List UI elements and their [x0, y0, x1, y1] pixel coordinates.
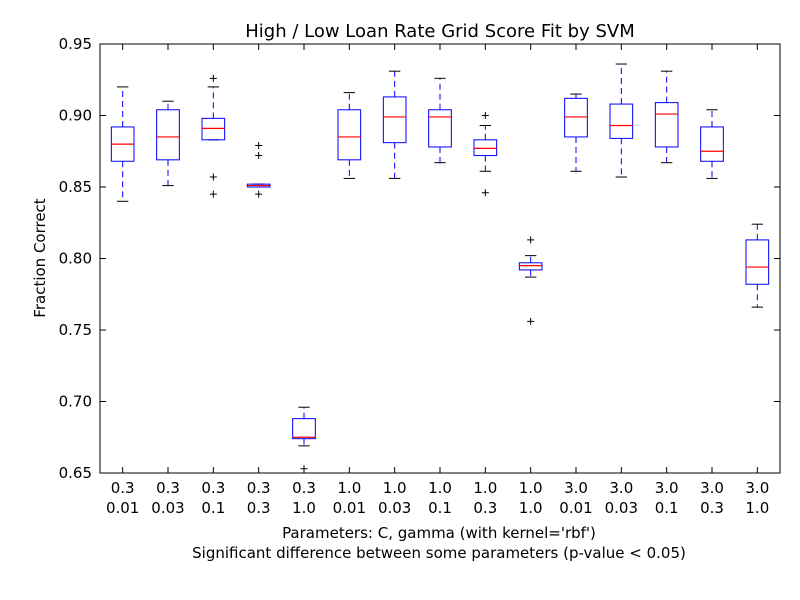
- box-iqr: [654, 102, 679, 148]
- plot-area: 0.650.700.750.800.850.900.950.30.010.30.…: [59, 35, 780, 517]
- box-group: 3.0 0.01: [559, 44, 593, 517]
- x-tick-label-c: 3.0: [655, 479, 679, 497]
- plot-frame: [99, 43, 781, 474]
- box-group: 1.00.1: [428, 44, 452, 517]
- x-tick-label-gamma: 0.01: [333, 499, 366, 517]
- flier-point: [255, 152, 263, 160]
- box-group: 1.00.3: [473, 44, 497, 517]
- x-tick-label-gamma: 0.03: [151, 499, 184, 517]
- box-group: 3.00.1: [655, 44, 679, 517]
- x-tick-label-c: 3.0: [745, 479, 769, 497]
- y-tick-label: 0.85: [59, 178, 92, 196]
- box-group: 1.0 0.01: [333, 44, 366, 517]
- box-iqr: [382, 96, 407, 144]
- x-tick-label-gamma: 0.01: [559, 499, 592, 517]
- flier-point: [209, 190, 217, 198]
- box-group: 0.3 0.01: [106, 44, 139, 517]
- chart-title: High / Low Loan Rate Grid Score Fit by S…: [245, 21, 634, 42]
- flier-point: [481, 112, 489, 119]
- y-axis-label: Fraction Correct: [31, 198, 49, 318]
- box-group: 3.01.0: [745, 44, 769, 517]
- y-tick-label: 0.95: [59, 35, 92, 53]
- x-tick-label-c: 0.3: [292, 479, 316, 497]
- box-iqr: [156, 109, 180, 161]
- x-tick-label-gamma: 1.0: [292, 499, 316, 517]
- box-iqr: [564, 97, 588, 138]
- x-tick-label-c: 0.3: [156, 479, 180, 497]
- box-group: 0.3 0.03: [151, 44, 185, 517]
- x-tick-label-gamma: 0.3: [473, 499, 497, 517]
- x-axis-label: Parameters: C, gamma (with kernel='rbf'): [282, 524, 596, 542]
- x-tick-label-gamma: 1.0: [519, 499, 543, 517]
- box-group: 1.0 0.03: [378, 44, 411, 517]
- x-tick-label-gamma: 0.03: [605, 499, 638, 517]
- chart-subtitle: Significant difference between some para…: [192, 544, 686, 562]
- x-tick-label-gamma: 0.1: [201, 499, 225, 517]
- x-tick-label-c: 1.0: [428, 479, 452, 497]
- x-tick-label-gamma: 0.1: [428, 499, 452, 517]
- box-iqr: [428, 109, 452, 148]
- flier-point: [481, 189, 489, 197]
- flier-point: [527, 236, 535, 244]
- x-tick-label-gamma: 0.3: [700, 499, 724, 517]
- x-tick-label-c: 3.0: [700, 479, 724, 497]
- box-group: 3.00.3: [700, 44, 724, 517]
- box-group: 0.31.0: [292, 44, 316, 517]
- flier-point: [209, 173, 217, 181]
- y-tick-label: 0.70: [59, 393, 92, 411]
- x-tick-label-c: 0.3: [201, 479, 225, 497]
- x-tick-label-gamma: 0.3: [247, 499, 271, 517]
- box-iqr: [473, 139, 498, 157]
- x-tick-label-c: 3.0: [609, 479, 633, 497]
- y-tick-label: 0.65: [59, 464, 92, 482]
- flier-point: [527, 317, 535, 325]
- box-group: 0.30.1: [201, 44, 225, 517]
- x-tick-label-gamma: 0.03: [378, 499, 411, 517]
- x-tick-label-c: 1.0: [519, 479, 543, 497]
- box-iqr: [518, 262, 543, 271]
- flier-point: [255, 142, 263, 150]
- box-iqr: [609, 103, 634, 139]
- box-iqr: [745, 239, 770, 285]
- x-tick-label-c: 3.0: [564, 479, 588, 497]
- x-tick-label-gamma: 0.1: [655, 499, 679, 517]
- box-group: 1.01.0: [519, 44, 543, 517]
- flier-point: [255, 190, 263, 198]
- y-tick-label: 0.90: [59, 107, 92, 125]
- x-tick-label-gamma: 1.0: [745, 499, 769, 517]
- box-iqr: [292, 418, 316, 440]
- box-iqr: [201, 117, 226, 141]
- box-group: 3.0 0.03: [605, 44, 638, 517]
- x-tick-label-gamma: 0.01: [106, 499, 139, 517]
- flier-point: [300, 465, 308, 473]
- box-iqr: [337, 109, 362, 161]
- x-tick-label-c: 0.3: [111, 479, 135, 497]
- box-iqr: [700, 126, 724, 162]
- y-tick-label: 0.80: [59, 250, 92, 268]
- x-tick-label-c: 1.0: [383, 479, 407, 497]
- flier-point: [209, 74, 217, 82]
- box-group: 0.30.3: [247, 44, 271, 517]
- x-tick-label-c: 1.0: [337, 479, 361, 497]
- x-tick-label-c: 0.3: [247, 479, 271, 497]
- y-tick-label: 0.75: [59, 321, 92, 339]
- x-tick-label-c: 1.0: [473, 479, 497, 497]
